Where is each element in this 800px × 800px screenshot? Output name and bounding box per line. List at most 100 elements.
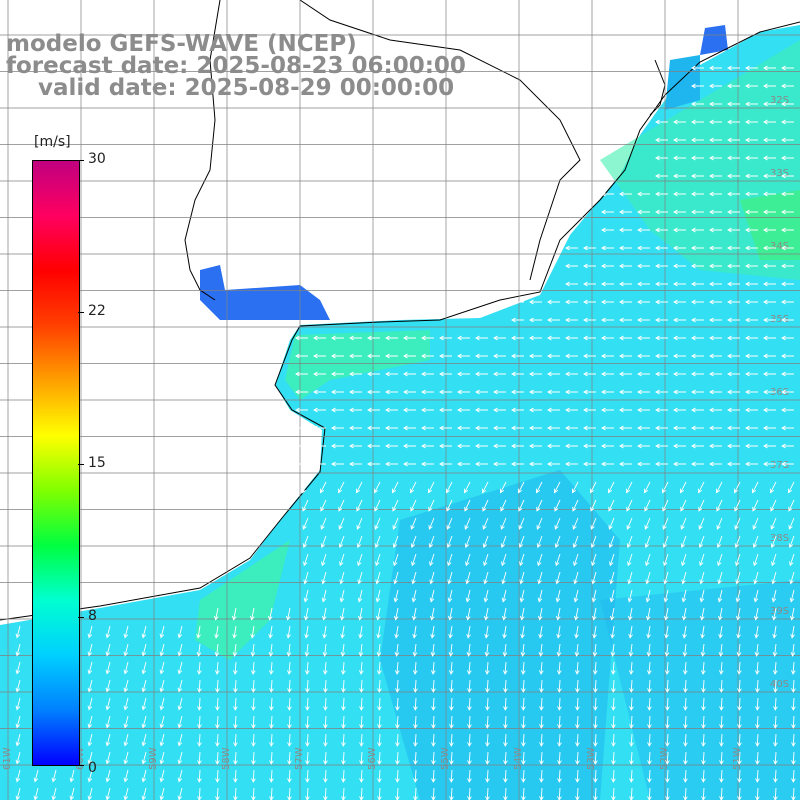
wind-arrow — [232, 625, 237, 639]
wind-arrow — [303, 553, 309, 567]
lat-label: 32S — [770, 95, 789, 106]
wind-arrow — [105, 769, 111, 783]
wind-arrow — [680, 517, 687, 530]
wind-arrow — [637, 389, 650, 395]
wind-arrow — [691, 83, 704, 89]
wind-arrow — [753, 589, 759, 603]
wind-arrow — [503, 679, 508, 693]
wind-arrow — [770, 499, 777, 512]
wind-arrow — [736, 625, 741, 639]
wind-arrow — [394, 643, 400, 657]
wind-arrow — [619, 281, 632, 287]
wind-arrow — [214, 661, 220, 675]
wind-arrow — [457, 461, 470, 467]
wind-arrow — [537, 589, 543, 603]
wind-arrow — [691, 461, 704, 467]
wind-arrow — [501, 571, 507, 585]
wind-arrow — [663, 589, 669, 603]
wind-arrow — [367, 407, 380, 413]
wind-arrow — [465, 553, 471, 567]
wind-arrow — [251, 733, 256, 747]
wind-arrow — [592, 643, 598, 657]
wind-arrow — [727, 281, 740, 287]
wind-arrow — [565, 335, 578, 341]
wind-arrow — [349, 335, 362, 341]
wind-arrow — [637, 227, 650, 233]
wind-arrow — [655, 389, 668, 395]
wind-arrow — [727, 119, 740, 125]
wind-arrow — [431, 715, 436, 729]
wind-arrow — [628, 643, 634, 657]
wind-arrow — [781, 389, 794, 395]
wind-arrow — [403, 443, 416, 449]
wind-arrow — [610, 625, 615, 639]
wind-arrow — [781, 119, 794, 125]
wind-arrow — [302, 517, 309, 530]
wind-arrow — [457, 371, 470, 377]
wind-arrow — [637, 191, 650, 197]
wind-arrow — [439, 461, 452, 467]
wind-arrow — [574, 661, 580, 675]
wind-arrow — [673, 389, 686, 395]
wind-arrow — [763, 65, 776, 71]
wind-arrow — [772, 607, 777, 621]
wind-arrow — [313, 335, 326, 341]
wind-arrow — [736, 607, 741, 621]
wind-arrow — [519, 589, 525, 603]
wind-arrow — [395, 697, 400, 711]
wind-arrow — [359, 697, 364, 711]
wind-arrow — [745, 65, 758, 71]
wind-arrow — [763, 353, 776, 359]
wind-arrow — [431, 733, 436, 747]
wind-arrow — [590, 535, 597, 549]
wind-patch-river — [200, 265, 330, 320]
wind-arrow — [791, 679, 796, 693]
wind-arrow — [673, 335, 686, 341]
wind-arrow — [555, 571, 561, 585]
wind-arrow — [15, 751, 21, 765]
wind-arrow — [709, 425, 722, 431]
colorbar-tick-label: 0 — [88, 760, 97, 776]
wind-arrow — [643, 481, 651, 494]
wind-arrow — [663, 553, 669, 567]
wind-arrow — [610, 643, 616, 657]
wind-arrow — [427, 481, 435, 494]
wind-arrow — [403, 389, 416, 395]
wind-arrow — [493, 389, 506, 395]
wind-arrow — [673, 461, 686, 467]
wind-arrow — [556, 607, 561, 621]
wind-arrow — [547, 461, 560, 467]
wind-arrow — [763, 173, 776, 179]
wind-arrow — [214, 643, 220, 657]
wind-arrow — [718, 625, 723, 639]
wind-arrow — [735, 553, 741, 567]
wind-arrow — [610, 607, 615, 621]
wind-arrow — [574, 607, 579, 621]
wind-arrow — [755, 697, 760, 711]
wind-arrow — [590, 517, 597, 530]
wind-arrow — [421, 443, 434, 449]
wind-arrow — [359, 751, 364, 765]
wind-arrow — [754, 607, 759, 621]
wind-arrow — [701, 733, 706, 747]
wind-arrow — [628, 625, 633, 639]
wind-arrow — [788, 517, 795, 530]
wind-arrow — [673, 263, 686, 269]
wind-arrow — [589, 481, 597, 494]
wind-arrow — [781, 137, 794, 143]
wind-arrow — [87, 715, 93, 729]
wind-arrow — [457, 443, 470, 449]
wind-arrow — [789, 571, 795, 585]
lat-label: 35S — [770, 314, 789, 325]
wind-arrow — [727, 335, 740, 341]
wind-arrow — [700, 643, 706, 657]
wind-arrow — [790, 661, 796, 675]
wind-arrow — [394, 607, 399, 621]
wind-arrow — [565, 407, 578, 413]
wind-arrow — [763, 119, 776, 125]
wind-arrow — [395, 733, 400, 747]
wind-arrow — [503, 715, 508, 729]
wind-arrow — [781, 263, 794, 269]
wind-arrow — [781, 281, 794, 287]
